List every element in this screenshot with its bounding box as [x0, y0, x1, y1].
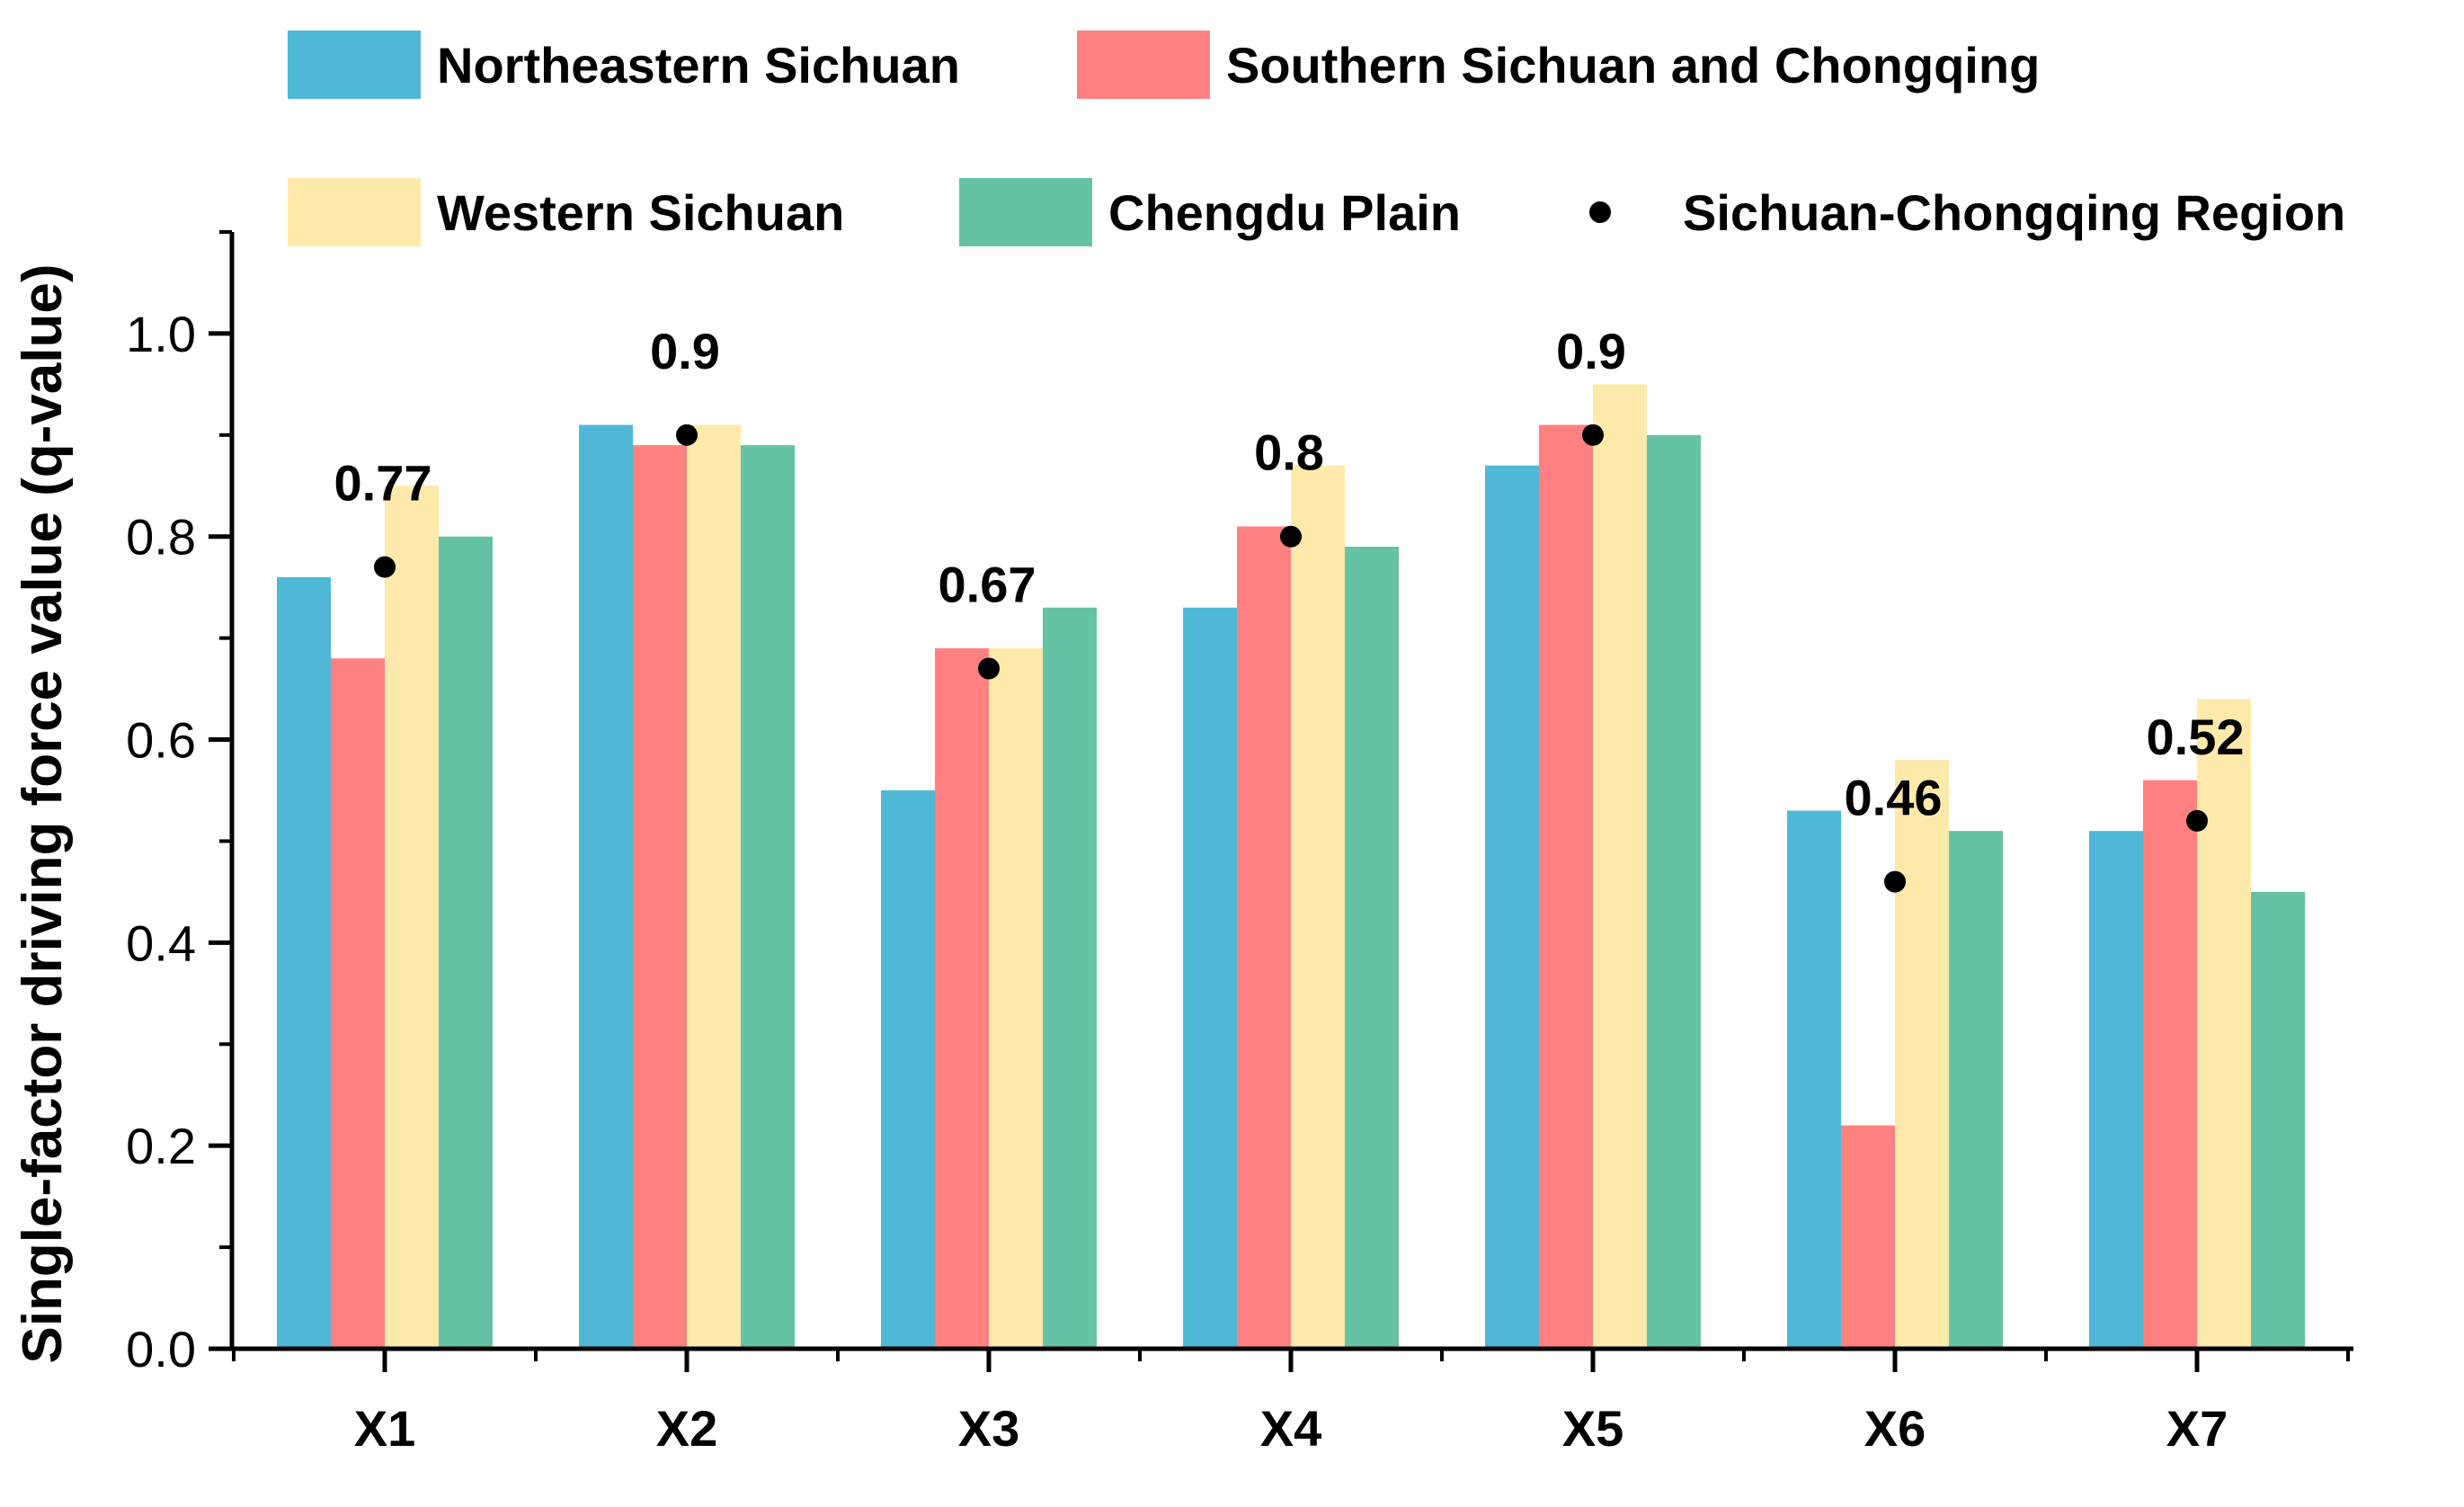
point-x6 — [1884, 870, 1906, 893]
bar-x4-series-3 — [1345, 547, 1399, 1349]
bar-x2-series-1 — [633, 445, 687, 1349]
bar-x1-series-1 — [331, 658, 385, 1349]
point-label-x7: 0.52 — [2147, 709, 2245, 765]
x-tick-label-x4: X4 — [1260, 1400, 1322, 1457]
bar-x4-series-0 — [1183, 607, 1237, 1349]
bar-x5-series-2 — [1593, 384, 1647, 1349]
legend-label-2: Western Sichuan — [437, 184, 844, 241]
x-tick-label-x7: X7 — [2166, 1400, 2228, 1457]
bar-x5-series-1 — [1539, 424, 1593, 1349]
point-x1 — [374, 556, 396, 578]
points-layer — [374, 424, 2208, 893]
legend-label-4: Sichuan-Chongqing Region — [1683, 184, 2345, 241]
bar-x5-series-0 — [1485, 465, 1539, 1349]
y-tick-label: 0.4 — [126, 914, 196, 971]
point-label-x1: 0.77 — [334, 455, 432, 512]
y-tick-label: 1.0 — [126, 306, 196, 362]
bar-x1-series-0 — [277, 576, 331, 1349]
x-tick-label-x6: X6 — [1864, 1400, 1926, 1457]
y-tick-label: 0.0 — [126, 1321, 196, 1378]
axes-layer: 0.0 0.2 0.4 0.6 0.8 1.0 X1 X2 X3 X4 X5 X6 X7 — [126, 230, 2353, 1457]
legend-label-3: Chengdu Plain — [1108, 184, 1461, 241]
bar-x6-series-2 — [1895, 760, 1949, 1349]
y-tick-label: 0.6 — [126, 712, 196, 769]
point-label-x6: 0.46 — [1845, 770, 1943, 826]
bar-x6-series-0 — [1787, 810, 1841, 1349]
bar-x5-series-3 — [1647, 434, 1701, 1349]
legend: Northeastern Sichuan Southern Sichuan and… — [288, 31, 2345, 246]
bar-x3-series-2 — [989, 647, 1043, 1349]
y-tick-label: 0.2 — [126, 1118, 196, 1174]
bar-x7-series-1 — [2143, 780, 2197, 1349]
x-tick-label-x2: X2 — [656, 1400, 718, 1457]
legend-label-1: Southern Sichuan and Chongqing — [1226, 37, 2040, 94]
bar-x4-series-2 — [1291, 465, 1345, 1349]
bar-x2-series-3 — [741, 445, 795, 1349]
point-x3 — [978, 657, 1000, 680]
legend-swatch-0 — [288, 31, 421, 99]
y-tick-label: 0.8 — [126, 509, 196, 566]
point-labels-layer: 0.77 0.9 0.67 0.8 0.9 0.46 0.52 — [334, 323, 2245, 826]
point-label-x3: 0.67 — [938, 557, 1036, 613]
bar-x1-series-2 — [385, 486, 439, 1349]
bar-x3-series-1 — [935, 647, 989, 1349]
bar-x7-series-3 — [2251, 891, 2305, 1349]
legend-swatch-3 — [959, 178, 1092, 246]
bar-x7-series-0 — [2089, 831, 2143, 1349]
bar-x4-series-1 — [1237, 526, 1291, 1349]
bars-layer — [277, 384, 2305, 1349]
x-tick-label-x3: X3 — [958, 1400, 1020, 1457]
point-label-x2: 0.9 — [650, 323, 720, 379]
point-label-x5: 0.9 — [1556, 323, 1626, 379]
x-tick-label-x5: X5 — [1562, 1400, 1624, 1457]
bar-x2-series-0 — [579, 424, 633, 1349]
legend-label-0: Northeastern Sichuan — [437, 37, 960, 94]
bar-x3-series-3 — [1043, 607, 1097, 1349]
legend-swatch-1 — [1077, 31, 1210, 99]
point-label-x4: 0.8 — [1254, 424, 1324, 481]
bar-x2-series-2 — [687, 424, 741, 1349]
bar-x3-series-0 — [881, 790, 935, 1349]
point-x4 — [1280, 525, 1302, 548]
legend-swatch-2 — [288, 178, 421, 246]
x-tick-label-x1: X1 — [354, 1400, 416, 1457]
point-x5 — [1582, 424, 1604, 446]
point-x2 — [676, 424, 698, 446]
y-axis-label: Single-factor driving force value (q-val… — [12, 263, 74, 1363]
bar-x7-series-2 — [2197, 699, 2251, 1349]
bar-x6-series-1 — [1841, 1125, 1895, 1349]
bar-x1-series-3 — [439, 536, 493, 1349]
bar-x6-series-3 — [1949, 831, 2003, 1349]
point-x7 — [2186, 809, 2208, 832]
legend-dot — [1589, 201, 1611, 223]
